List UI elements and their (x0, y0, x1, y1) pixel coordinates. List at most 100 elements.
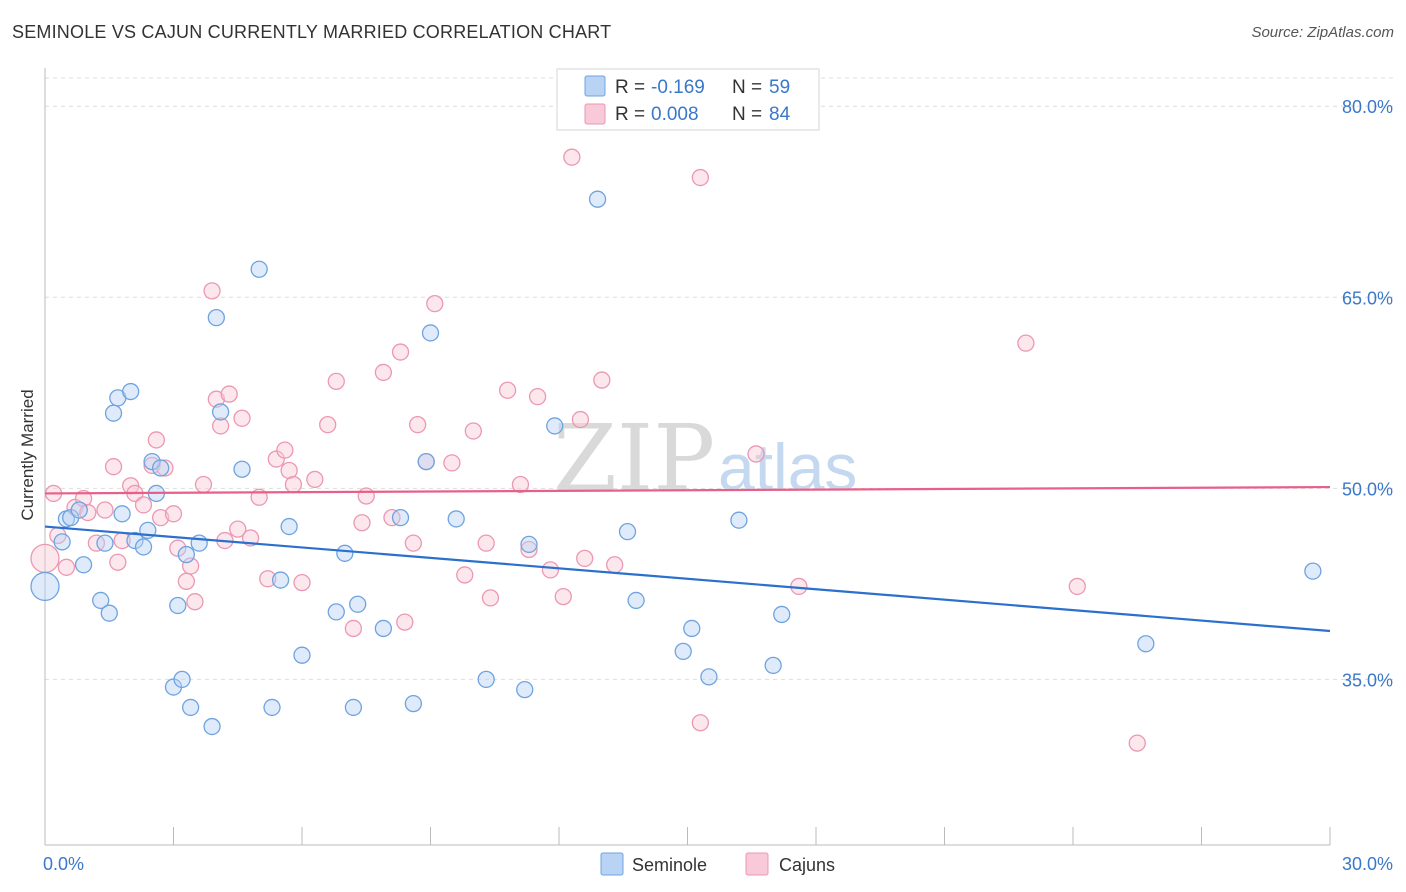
chart-title: SEMINOLE VS CAJUN CURRENTLY MARRIED CORR… (12, 22, 612, 42)
seminole-point (618, 523, 637, 541)
cajuns-point (576, 549, 594, 568)
cajuns-point (1128, 734, 1146, 752)
cajuns-point (520, 540, 538, 559)
cajuns-point (408, 416, 427, 434)
seminole-r-value: -0.169 (651, 77, 705, 98)
seminole-point (203, 717, 221, 736)
cajuns-point (747, 445, 765, 463)
seminole-point (730, 511, 748, 529)
seminole-point (122, 382, 140, 401)
seminole-n-value: 59 (769, 77, 790, 98)
cajuns-legend-swatch (584, 103, 606, 125)
y-tick-label: 80.0% (1342, 97, 1393, 117)
seminole-r-label: R = (615, 77, 645, 98)
cajuns-point (207, 390, 225, 408)
cajuns-point (134, 496, 153, 514)
cajuns-point (571, 410, 590, 429)
cajuns-points (30, 148, 1146, 752)
cajuns-point (426, 294, 444, 313)
seminole-point (404, 694, 423, 713)
cajuns-point (57, 558, 76, 576)
seminole-n-label: N = (732, 77, 762, 98)
cajuns-point (374, 363, 393, 382)
cajuns-point (481, 589, 500, 607)
cajuns-r-label: R = (615, 104, 645, 125)
cajuns-point (498, 381, 517, 399)
watermark: ZIP atlas (553, 405, 857, 512)
seminole-point (327, 603, 345, 621)
cajuns-point (357, 487, 375, 505)
x-tick-label: 0.0% (43, 854, 84, 874)
cajuns-point (344, 619, 363, 638)
seminole-point (30, 571, 60, 602)
x-tick-labels: 0.0% 30.0% (43, 854, 1393, 874)
cajuns-point (1068, 577, 1086, 596)
seminole-point (92, 591, 110, 610)
seminole-point (546, 417, 564, 435)
cajuns-point (306, 470, 324, 489)
cajuns-point (30, 543, 60, 574)
cajuns-swatch (745, 852, 769, 876)
x-tick-label: 30.0% (1342, 854, 1393, 874)
cajuns-point (151, 508, 170, 527)
seminole-point (53, 533, 71, 551)
seminole-point (271, 571, 290, 589)
seminole-point (143, 452, 161, 471)
watermark-zip: ZIP (553, 405, 715, 512)
x-axis-ticks (44, 827, 1331, 845)
seminole-point (588, 190, 607, 208)
seminole-point (1304, 562, 1322, 580)
cajuns-point (477, 534, 495, 552)
cajuns-point (220, 385, 238, 403)
cajuns-trend-line (44, 485, 1331, 495)
seminole-point (113, 505, 131, 523)
seminole-point (96, 534, 114, 552)
cajuns-point (563, 148, 581, 166)
seminole-point (169, 596, 187, 615)
seminole-point (151, 459, 170, 477)
seminole-point (74, 556, 93, 574)
stats-legend: R = -0.169 N = 59 R = 0.008 N = 84 (556, 68, 820, 131)
seminole-point (674, 642, 692, 661)
cajuns-point (554, 587, 572, 606)
seminole-trend-line (44, 525, 1331, 633)
cajuns-point (233, 409, 251, 427)
cajuns-point (186, 593, 204, 611)
seminole-point (207, 309, 225, 327)
cajuns-point (353, 514, 371, 532)
seminole-legend-swatch (584, 75, 606, 97)
watermark-atlas: atlas (718, 430, 857, 504)
cajuns-point (203, 282, 221, 300)
cajuns-point (593, 371, 611, 389)
cajuns-point (276, 441, 294, 459)
seminole-point (211, 403, 230, 421)
seminole-point (627, 591, 645, 610)
cajuns-point (606, 556, 624, 574)
seminole-point (190, 534, 208, 552)
source-label: Source: ZipAtlas.com (1251, 24, 1394, 41)
seminole-point (280, 517, 298, 536)
y-axis-label: Currently Married (18, 389, 37, 520)
seminole-points (30, 190, 1322, 736)
seminole-point (374, 619, 393, 638)
cajuns-point (464, 422, 482, 440)
seminole-point (700, 668, 718, 686)
cajuns-point (391, 343, 410, 361)
y-tick-label: 35.0% (1342, 670, 1393, 690)
trend-lines (44, 485, 1331, 633)
seminole-point (773, 605, 791, 624)
y-tick-label: 50.0% (1342, 479, 1393, 499)
cajuns-point (541, 561, 560, 579)
cajuns-point (327, 372, 345, 390)
seminole-point (134, 538, 153, 556)
cajuns-point (284, 475, 303, 494)
seminole-legend-label: Seminole (632, 855, 707, 875)
cajuns-point (147, 431, 166, 449)
seminole-point (173, 670, 191, 689)
seminole-point (764, 656, 782, 675)
cajuns-n-label: N = (732, 104, 762, 125)
seminole-point (421, 324, 440, 342)
seminole-point (70, 501, 88, 519)
cajuns-point (211, 417, 230, 435)
